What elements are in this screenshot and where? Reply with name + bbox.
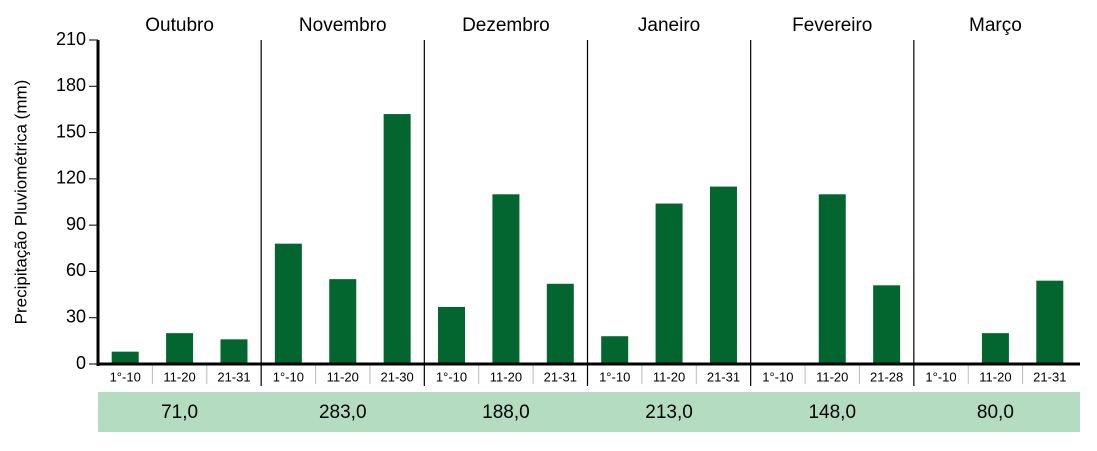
- bar: [111, 351, 139, 364]
- y-tick-label: 150: [56, 121, 86, 141]
- bar: [383, 114, 411, 364]
- month-label: Janeiro: [638, 15, 700, 36]
- y-tick-label: 90: [66, 214, 86, 234]
- totals-strip: [98, 392, 1080, 432]
- x-tick-label: 1°-10: [762, 369, 793, 384]
- x-tick-label: 1°-10: [925, 369, 956, 384]
- x-tick-label: 21-30: [381, 369, 414, 384]
- total-label: 80,0: [977, 402, 1014, 423]
- month-label: Dezembro: [462, 15, 550, 36]
- x-tick-label: 21-28: [870, 369, 903, 384]
- y-tick-label: 180: [56, 75, 86, 95]
- total-label: 148,0: [808, 402, 856, 423]
- month-label: Fevereiro: [792, 15, 872, 36]
- total-label: 71,0: [161, 402, 198, 423]
- bar: [546, 283, 574, 364]
- y-tick-label: 120: [56, 168, 86, 188]
- x-tick-label: 11-20: [653, 369, 685, 384]
- y-axis-title: Precipitação Pluviométrica (mm): [11, 80, 30, 325]
- bar: [329, 279, 357, 364]
- bar: [981, 333, 1009, 364]
- bar: [873, 285, 901, 364]
- total-label: 188,0: [482, 402, 530, 423]
- bar: [818, 194, 846, 364]
- total-label: 283,0: [319, 402, 367, 423]
- x-tick-label: 1°-10: [599, 369, 630, 384]
- y-tick-label: 0: [76, 353, 86, 373]
- y-tick-label: 30: [66, 306, 86, 326]
- y-tick-label: 210: [56, 29, 86, 49]
- bar: [438, 306, 466, 364]
- bar: [709, 186, 737, 364]
- x-tick-label: 1°-10: [436, 369, 467, 384]
- bar: [655, 203, 683, 364]
- x-tick-label: 21-31: [1033, 369, 1066, 384]
- bar: [492, 194, 520, 364]
- x-tick-label: 1°-10: [110, 369, 141, 384]
- month-label: Março: [969, 15, 1022, 36]
- x-tick-label: 11-20: [979, 369, 1011, 384]
- y-tick-label: 60: [66, 260, 86, 280]
- total-label: 213,0: [645, 402, 693, 423]
- x-tick-label: 21-31: [217, 369, 250, 384]
- month-label: Outubro: [145, 15, 214, 36]
- x-tick-label: 11-20: [163, 369, 195, 384]
- bar: [1036, 280, 1064, 364]
- x-tick-label: 11-20: [327, 369, 359, 384]
- bar: [274, 243, 302, 364]
- x-tick-label: 1°-10: [273, 369, 304, 384]
- x-tick-label: 11-20: [490, 369, 522, 384]
- x-tick-label: 11-20: [816, 369, 848, 384]
- bar: [220, 339, 248, 364]
- bar: [166, 333, 194, 364]
- bar: [601, 336, 629, 364]
- x-tick-label: 21-31: [707, 369, 740, 384]
- month-label: Novembro: [299, 15, 387, 36]
- x-tick-label: 21-31: [544, 369, 577, 384]
